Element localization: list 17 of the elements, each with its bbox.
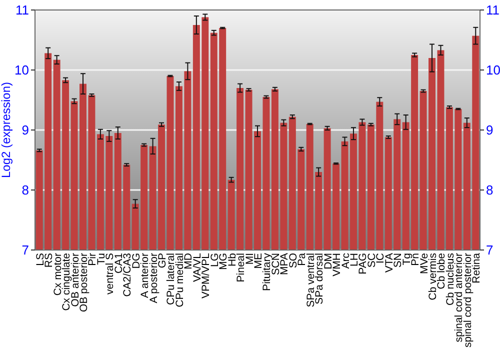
x-tick-label: RS xyxy=(43,253,56,268)
x-tick-label: OB posterior xyxy=(78,252,90,312)
y-tick-label: 8 xyxy=(22,182,29,198)
y-tick-label: 9 xyxy=(22,122,29,138)
y2-tick-label: 8 xyxy=(486,182,494,198)
y2-tick-label: 7 xyxy=(486,242,494,258)
y2-tick-label: 9 xyxy=(486,122,494,138)
x-tick-label: Tg xyxy=(400,252,413,266)
y-axis-title: Log2 (expression) xyxy=(0,82,13,178)
y-tick-label: 11 xyxy=(16,2,29,18)
y2-tick-label: 10 xyxy=(486,62,500,78)
y-tick-label: 7 xyxy=(22,242,29,258)
x-tick-label: DG xyxy=(130,253,142,269)
x-tick-label: A posterior xyxy=(148,252,160,304)
x-tick-label: SO xyxy=(287,253,300,268)
y-tick-label: 10 xyxy=(14,62,29,78)
y2-tick-label: 11 xyxy=(486,2,500,18)
